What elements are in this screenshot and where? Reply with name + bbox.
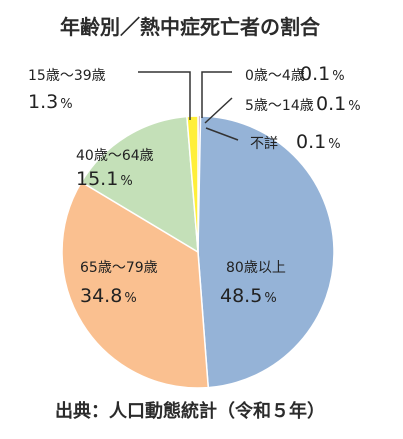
slice-0-label: 0歳～4歳 <box>245 68 305 84</box>
pie-slices <box>61 115 335 389</box>
slice-6-label: 15歳～39歳 <box>28 68 106 84</box>
slice-3-value-label: 48.5% <box>220 285 277 307</box>
slice-5-label: 40歳～64歳 <box>76 148 154 164</box>
slice-6-value-label: 1.3% <box>28 91 73 113</box>
slice-3-label: 80歳以上 <box>226 260 286 276</box>
chart-source: 出典：人口動態統計（令和５年） <box>55 400 325 422</box>
slice-6 <box>186 115 199 253</box>
slice-4 <box>61 181 210 389</box>
slice-1-value-label: 0.1% <box>316 93 361 115</box>
slice-3 <box>197 115 335 389</box>
chart-title: 年齢別／熱中症死亡者の割合 <box>60 15 321 39</box>
slice-2-leader-line <box>205 127 239 141</box>
slice-1-leader-line <box>204 97 233 124</box>
slice-2-label: 不詳 <box>250 136 278 152</box>
slice-6-leader-line <box>138 71 191 120</box>
slice-4-value-label: 34.8% <box>80 285 137 307</box>
slice-0-leader-line <box>201 71 232 118</box>
slice-4-label: 65歳～79歳 <box>80 260 158 276</box>
slice-0-value-label: 0.1% <box>300 63 345 85</box>
slice-2-value-label: 0.1% <box>296 131 341 153</box>
slice-1-label: 5歳～14歳 <box>245 98 314 114</box>
slice-5-value-label: 15.1% <box>76 168 133 190</box>
slice-5 <box>80 115 199 254</box>
leader-lines <box>138 71 239 141</box>
